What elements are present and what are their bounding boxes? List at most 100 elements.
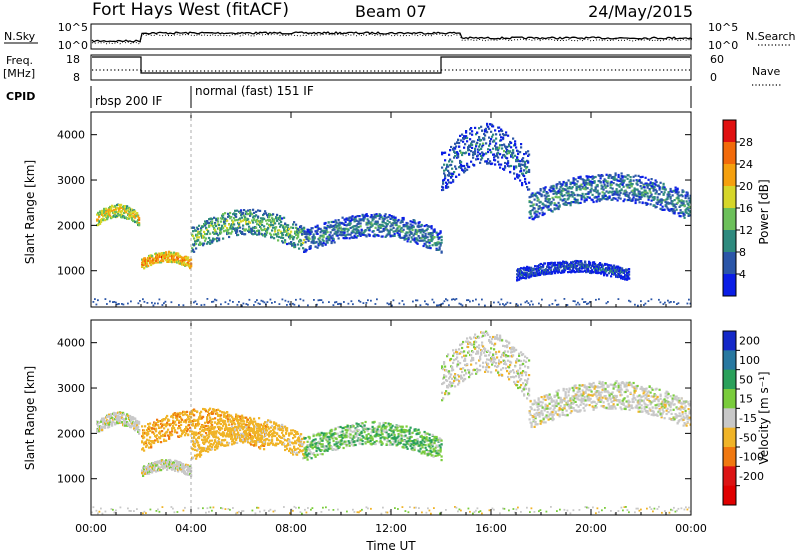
xtick-label-0: 00:00 [75,522,107,535]
xtick-label-6: 00:00 [675,522,707,535]
power-cb-label-1: 8 [739,246,746,259]
power-panel-frame [90,111,692,308]
power-colorbar-swatch-1 [723,142,736,165]
power-cb-label-2: 12 [739,224,753,237]
velocity-ytick-label-2: 3000 [57,382,85,395]
velocity-band-5 [441,330,531,402]
noise-left-tick-bottom: 10^0 [58,39,88,52]
power-colorbar-swatch-4 [723,208,736,231]
power-band-6 [516,259,631,282]
xtick-label-3: 12:00 [375,522,407,535]
power-cb-label-6: 28 [739,136,753,149]
velocity-colorbar-frame [722,330,737,506]
velocity-band-6 [528,380,691,429]
freq-trace [92,56,690,74]
power-axis: 1000 2000 3000 4000 [57,129,691,278]
power-colorbar-swatch-3 [723,186,736,209]
power-band-2 [191,208,306,253]
velocity-cb-label-6: -100 [739,451,764,464]
power-band-5 [528,172,691,221]
velocity-ylabel: Slant Range [km] [23,366,37,470]
power-cb-label-0: 4 [739,268,746,281]
cpid-label: CPID [6,90,35,103]
power-band-4 [441,122,531,192]
nave-label: Nave [752,65,780,78]
power-cb-label-4: 20 [739,180,753,193]
velocity-colorbar: 200 100 50 15 -15 -50 -100 -200 [722,330,764,506]
velocity-band-4 [303,420,443,462]
power-ytick-label-0: 1000 [57,265,85,278]
velocity-colorbar-label: Velocity [m s⁻¹] [757,371,771,464]
xtick-label-5: 20:00 [575,522,607,535]
power-colorbar: 4 8 12 16 20 24 28 [722,119,753,297]
velocity-cb-label-1: 100 [739,354,760,367]
noise-panel-frame [90,23,692,50]
noise-right-tick-top: 10^5 [708,21,738,34]
velocity-colorbar-swatch-6 [723,447,736,467]
freq-tick-bottom: 8 [73,71,80,84]
velocity-cb-label-2: 50 [739,373,753,386]
velocity-ytick-label-1: 2000 [57,427,85,440]
freq-label: Freq. [6,54,33,67]
freq-unit: [MHz] [3,67,35,80]
velocity-cb-label-3: 15 [739,393,753,406]
power-cb-label-5: 24 [739,158,753,171]
power-ylabel: Slant Range [km] [23,160,37,264]
freq-tick-top: 18 [66,53,80,66]
power-colorbar-swatch-5 [723,230,736,253]
xtick-label-2: 08:00 [275,522,307,535]
power-colorbar-label: Power [dB] [757,179,771,244]
velocity-echoes [91,330,691,515]
velocity-cb-label-0: 200 [739,335,760,348]
velocity-colorbar-swatch-5 [723,427,736,448]
noise-left-tick-top: 10^5 [58,21,88,34]
beam-label: Beam 07 [355,2,427,21]
power-band-1 [141,250,193,270]
cpid-mode-2: normal (fast) 151 IF [195,84,314,98]
power-colorbar-swatch-2 [723,164,736,187]
power-cb-label-3: 16 [739,202,753,215]
xtick-label-4: 16:00 [475,522,507,535]
velocity-ytick-label-0: 1000 [57,473,85,486]
noise-traces [91,31,693,45]
power-echoes [92,122,691,307]
velocity-cb-label-5: -50 [739,431,757,444]
velocity-colorbar-swatch-2 [723,369,736,390]
velocity-colorbar-swatch-3 [723,389,736,409]
power-colorbar-swatch-6 [723,252,736,275]
time-axis: 00:00 04:00 08:00 12:00 16:00 20:00 00:00 [75,112,707,535]
velocity-cb-label-4: -15 [739,412,757,425]
velocity-band-1 [141,458,193,478]
noise-search-trace [91,33,692,45]
nave-tick-top: 60 [710,53,724,66]
velocity-colorbar-swatch-7 [723,466,736,487]
velocity-colorbar-swatch-1 [723,350,736,371]
plot-title: Fort Hays West (fitACF) [92,0,289,20]
power-ytick-label-1: 2000 [57,219,85,232]
velocity-band-0 [96,411,141,435]
power-ytick-label-2: 3000 [57,174,85,187]
nave-tick-bottom: 0 [710,71,717,84]
date-label: 24/May/2015 [588,2,693,21]
velocity-axis: 1000 2000 3000 4000 [57,337,691,486]
power-near-range [92,298,691,307]
power-colorbar-swatch-7 [723,274,736,297]
xtick-label-1: 04:00 [175,522,207,535]
power-band-0 [96,203,141,227]
noise-sky-trace [91,31,693,43]
power-colorbar-swatch-0 [723,120,736,143]
freq-panel-frame [90,54,692,81]
noise-search-label: N.Search [746,30,796,43]
velocity-cb-label-7: -200 [739,470,764,483]
power-band-3 [303,213,443,254]
velocity-band-3 [191,416,306,460]
velocity-near-range [91,505,691,515]
velocity-colorbar-swatch-4 [723,408,736,429]
noise-sky-label: N.Sky [4,30,36,43]
time-axis-label: Time UT [365,539,416,553]
velocity-colorbar-swatch-8 [723,485,736,506]
noise-right-tick-bottom: 10^0 [708,39,738,52]
velocity-ytick-label-3: 4000 [57,337,85,350]
cpid-mode-1: rbsp 200 IF [95,94,162,108]
